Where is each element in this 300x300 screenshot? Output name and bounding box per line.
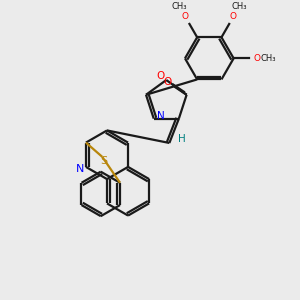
Text: O: O bbox=[164, 77, 172, 87]
Text: CH₃: CH₃ bbox=[172, 2, 188, 11]
Text: O: O bbox=[254, 54, 261, 63]
Text: O: O bbox=[230, 12, 237, 21]
Text: S: S bbox=[100, 156, 107, 166]
Text: O: O bbox=[182, 12, 189, 21]
Text: O: O bbox=[157, 71, 165, 82]
Text: N: N bbox=[76, 164, 84, 174]
Text: CH₃: CH₃ bbox=[261, 54, 276, 63]
Text: N: N bbox=[157, 111, 165, 121]
Text: H: H bbox=[178, 134, 186, 144]
Text: CH₃: CH₃ bbox=[231, 2, 247, 11]
